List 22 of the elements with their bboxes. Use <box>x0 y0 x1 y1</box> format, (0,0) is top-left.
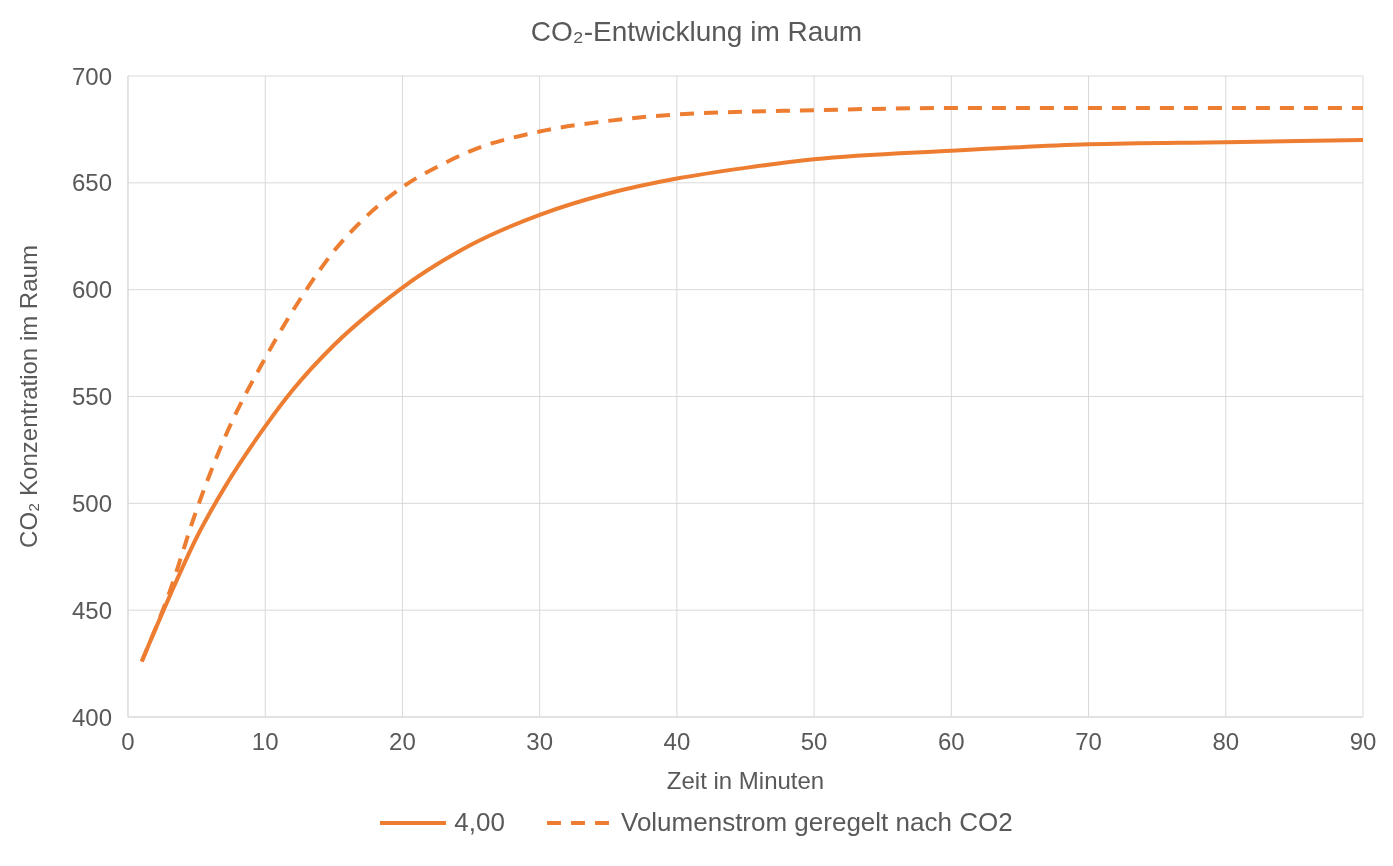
y-tick-label: 550 <box>71 383 112 411</box>
x-tick-label: 20 <box>389 728 416 756</box>
x-tick-label: 40 <box>663 728 691 756</box>
y-tick-label: 600 <box>71 276 112 304</box>
x-tick-label: 80 <box>1212 728 1240 756</box>
y-tick-label: 700 <box>71 62 112 90</box>
x-tick-label: 10 <box>251 728 279 756</box>
x-tick-label: 60 <box>937 728 965 756</box>
y-tick-label: 400 <box>71 703 112 731</box>
x-tick-label: 90 <box>1349 728 1377 756</box>
x-axis-title: Zeit in Minuten <box>666 767 825 794</box>
legend-label: 4,00 <box>453 807 505 838</box>
chart-title: CO₂-Entwicklung im Raum <box>529 16 864 48</box>
x-tick-label: 50 <box>800 728 828 756</box>
y-axis-title: CO₂ Konzentration im Raum <box>14 245 42 548</box>
x-tick-label: 70 <box>1075 728 1102 756</box>
legend-label: Volumenstrom geregelt nach CO2 <box>619 807 1013 838</box>
x-tick-label: 30 <box>526 728 554 756</box>
y-tick-label: 650 <box>71 169 112 197</box>
y-tick-label: 500 <box>71 489 112 517</box>
x-tick-label: 0 <box>121 728 135 756</box>
y-tick-label: 450 <box>71 596 112 624</box>
